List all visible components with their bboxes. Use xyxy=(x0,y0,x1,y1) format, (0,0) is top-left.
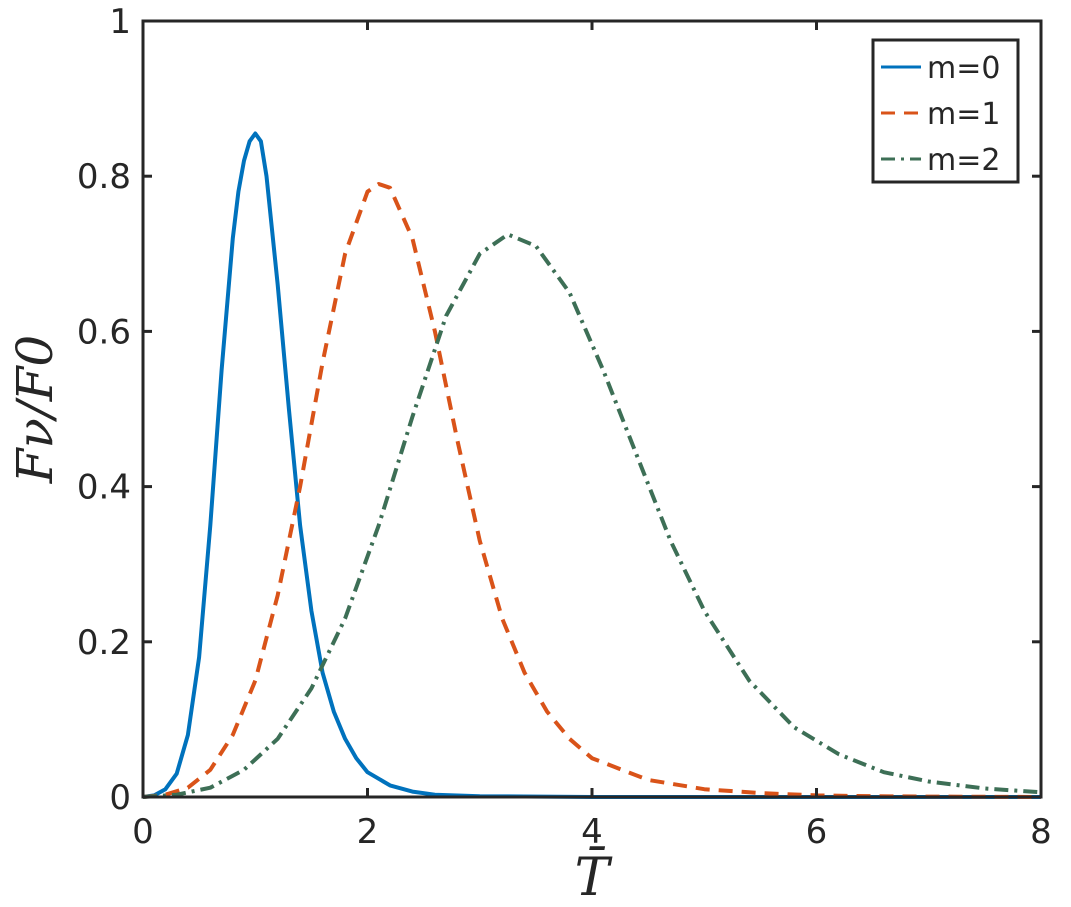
legend-label-m1: m=1 xyxy=(927,97,1000,132)
x-tick-label: 6 xyxy=(806,812,828,852)
y-tick-label: 1 xyxy=(109,2,131,42)
series-line-m0 xyxy=(142,131,1041,799)
axis-ticks xyxy=(141,19,1043,799)
y-tick-label: 0 xyxy=(109,778,131,818)
y-axis-label: Fν/F0 xyxy=(6,335,64,484)
legend-box xyxy=(871,38,1020,184)
x-tick-label: 2 xyxy=(357,812,379,852)
legend-label-m0: m=0 xyxy=(927,51,1000,86)
series-line-m2 xyxy=(142,232,1042,799)
x-tick-label: 8 xyxy=(1030,812,1052,852)
y-tick-label: 0.2 xyxy=(77,623,131,663)
y-tick-label: 0.8 xyxy=(77,157,131,197)
x-axis-label: T̄ xyxy=(575,847,613,907)
y-tick-label: 0.4 xyxy=(77,468,131,508)
y-tick-label: 0.6 xyxy=(77,312,131,352)
tick-labels: 0 2 4 6 8 0 0.2 0.4 0.6 0.8 1 xyxy=(77,2,1052,852)
x-tick-label: 0 xyxy=(132,812,154,852)
x-tick-label: 4 xyxy=(581,812,603,852)
plot-lines xyxy=(142,131,1042,799)
series-line-m1 xyxy=(142,182,1042,799)
x-axis-label-text: T̄ xyxy=(575,847,613,907)
legend-label-m2: m=2 xyxy=(927,143,1000,178)
legend: m=0 m=1 m=2 xyxy=(871,38,1020,184)
y-axis-label-text: Fν/F0 xyxy=(6,335,64,484)
